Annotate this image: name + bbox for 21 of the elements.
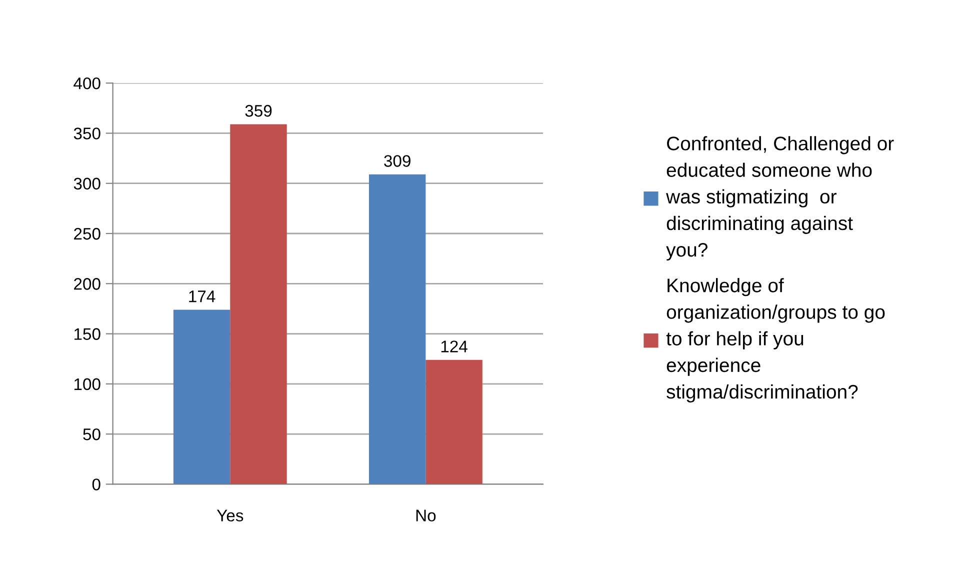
y-tick-label: 400: [74, 77, 100, 90]
bar: [368, 174, 426, 484]
y-tick-label: 200: [74, 278, 100, 290]
data-label: 174: [189, 290, 216, 302]
data-label: 124: [441, 340, 468, 352]
x-tick-label: No: [416, 510, 436, 522]
y-tick-label: 350: [74, 128, 100, 140]
legend-label: Knowledge of organization/groups to go to for help if you experience stigma/discrimination?: [666, 278, 885, 403]
bar: [426, 360, 482, 484]
y-tick-label: 50: [83, 428, 100, 440]
data-label: 309: [384, 155, 410, 167]
bar: [230, 124, 287, 484]
y-tick-label: 300: [74, 178, 100, 190]
data-label: 359: [245, 104, 272, 117]
bar: [173, 310, 230, 484]
y-tick-label: 0: [92, 478, 100, 490]
legend-label: Confronted, Challenged or educated someone who was stigmatizing or discriminating against you?: [666, 136, 894, 261]
y-tick-label: 100: [74, 378, 100, 390]
x-tick-label: Yes: [216, 510, 244, 522]
y-tick-label: 150: [74, 328, 100, 340]
y-tick-label: 250: [74, 228, 100, 240]
